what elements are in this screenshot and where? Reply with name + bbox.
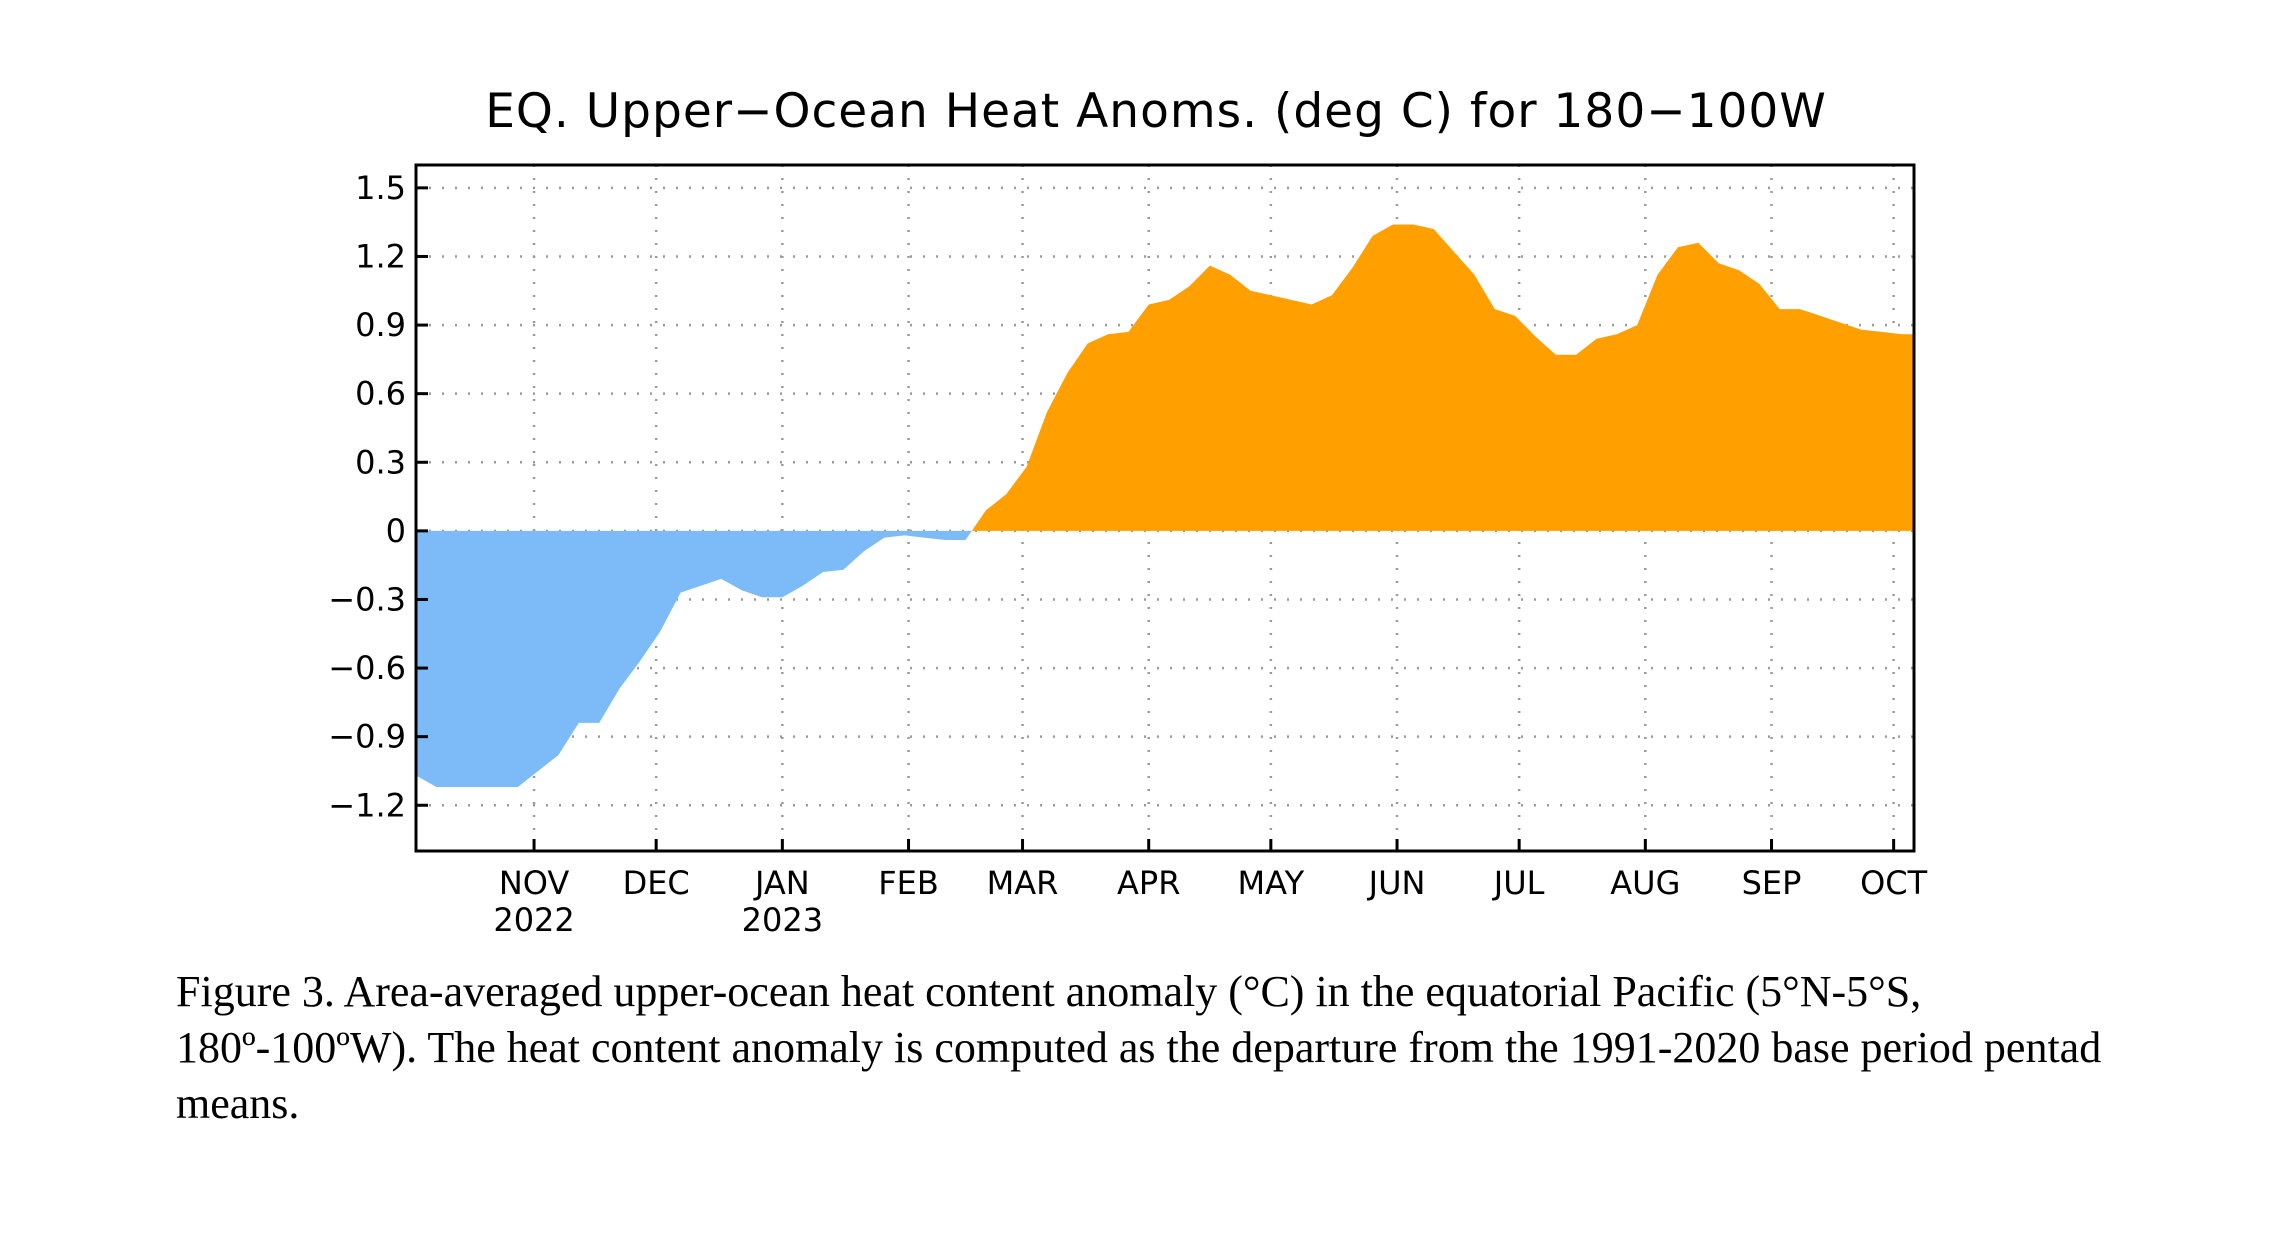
y-tick-label: −1.2 bbox=[328, 786, 406, 824]
chart-title: EQ. Upper−Ocean Heat Anoms. (deg C) for … bbox=[485, 84, 1827, 139]
y-tick-label: −0.9 bbox=[328, 718, 406, 756]
y-tick-label: 1.2 bbox=[355, 237, 406, 275]
x-tick-label: MAY bbox=[1238, 864, 1305, 902]
x-tick-label: FEB bbox=[878, 864, 939, 902]
x-tick-year-label: 2023 bbox=[742, 901, 823, 939]
x-tick-label: JAN bbox=[753, 864, 810, 902]
y-tick-label: 0.6 bbox=[355, 375, 406, 413]
figure-caption: Figure 3. Area-averaged upper-ocean heat… bbox=[176, 967, 2102, 1128]
y-axis: 1.5 1.2 0.9 0.6 0.3 0 −0.3 −0.6 −0.9 −1.2 bbox=[328, 169, 428, 824]
x-tick-label: MAR bbox=[987, 864, 1059, 902]
x-tick-label: DEC bbox=[623, 864, 690, 902]
y-tick-label: 0.3 bbox=[355, 443, 406, 481]
y-tick-label: 1.5 bbox=[355, 169, 406, 207]
y-tick-label: 0 bbox=[386, 512, 406, 550]
y-tick-label: −0.6 bbox=[328, 649, 406, 687]
x-tick-label: OCT bbox=[1860, 864, 1928, 902]
anomaly-area bbox=[416, 224, 1914, 787]
negative-anomaly-area bbox=[416, 530, 972, 787]
positive-anomaly-area bbox=[971, 224, 1914, 531]
x-tick-label: NOV bbox=[499, 864, 570, 902]
x-tick-year-label: 2022 bbox=[493, 901, 574, 939]
heat-anomaly-chart: EQ. Upper−Ocean Heat Anoms. (deg C) for … bbox=[328, 84, 1928, 939]
plot-frame bbox=[414, 163, 1916, 853]
x-tick-label: AUG bbox=[1610, 864, 1680, 902]
y-tick-label: 0.9 bbox=[355, 306, 406, 344]
x-tick-label: APR bbox=[1117, 864, 1180, 902]
y-tick-label: −0.3 bbox=[328, 580, 406, 618]
x-tick-label: SEP bbox=[1742, 864, 1802, 902]
x-tick-label: JUN bbox=[1367, 864, 1426, 902]
x-tick-label: JUL bbox=[1492, 864, 1545, 902]
